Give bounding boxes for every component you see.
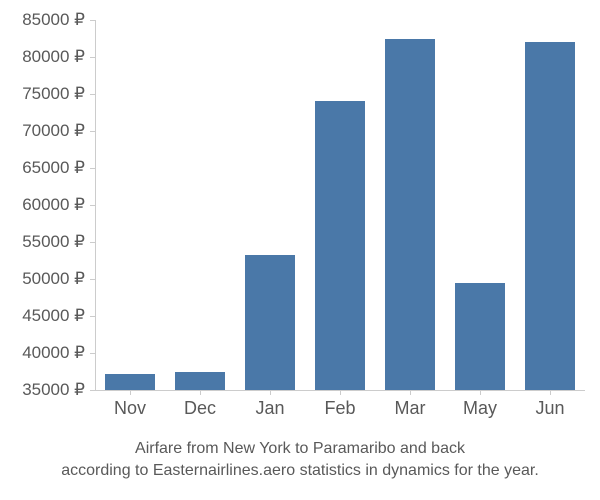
x-tick — [340, 390, 341, 395]
y-tick-label: 60000 ₽ — [22, 195, 85, 215]
y-tick — [90, 168, 95, 169]
y-tick — [90, 279, 95, 280]
bar — [525, 42, 575, 390]
y-tick — [90, 242, 95, 243]
bar-group — [515, 20, 585, 390]
x-tick — [480, 390, 481, 395]
x-tick-label: Jun — [515, 398, 585, 419]
y-tick-label: 85000 ₽ — [22, 10, 85, 30]
x-tick — [130, 390, 131, 395]
bar-group — [95, 20, 165, 390]
bar — [175, 372, 225, 390]
y-tick — [90, 57, 95, 58]
y-axis-labels: 35000 ₽40000 ₽45000 ₽50000 ₽55000 ₽60000… — [0, 20, 90, 390]
x-tick-label: Nov — [95, 398, 165, 419]
airfare-chart: 35000 ₽ 40000 ₽ 45000 ₽ 50000 ₽ 55000 ₽ 60000… — [0, 0, 600, 500]
y-tick — [90, 205, 95, 206]
bar-group — [165, 20, 235, 390]
y-tick-label: 50000 ₽ — [22, 269, 85, 289]
bar — [105, 374, 155, 390]
y-tick-label: 80000 ₽ — [22, 47, 85, 67]
x-tick-label: Jan — [235, 398, 305, 419]
y-tick-label: 55000 ₽ — [22, 232, 85, 252]
bar-group — [305, 20, 375, 390]
x-tick-label: Dec — [165, 398, 235, 419]
y-tick — [90, 353, 95, 354]
y-tick-label: 75000 ₽ — [22, 84, 85, 104]
bar-group — [375, 20, 445, 390]
y-tick — [90, 390, 95, 391]
bar — [385, 39, 435, 391]
bar — [245, 255, 295, 390]
y-tick — [90, 316, 95, 317]
y-tick — [90, 94, 95, 95]
x-tick — [550, 390, 551, 395]
x-tick-label: May — [445, 398, 515, 419]
y-tick — [90, 20, 95, 21]
y-tick-label: 45000 ₽ — [22, 306, 85, 326]
x-tick — [270, 390, 271, 395]
bar — [455, 283, 505, 390]
caption-line-2: according to Easternairlines.aero statis… — [61, 462, 539, 479]
y-tick-label: 40000 ₽ — [22, 343, 85, 363]
bar-group — [235, 20, 305, 390]
x-axis-labels: NovDecJanFebMarMayJun — [95, 398, 585, 419]
chart-caption: Airfare from New York to Paramaribo and … — [0, 438, 600, 481]
bars-container — [95, 20, 585, 390]
y-tick-label: 70000 ₽ — [22, 121, 85, 141]
plot-area — [95, 20, 585, 390]
y-tick-label: 35000 ₽ — [22, 380, 85, 400]
x-tick-label: Mar — [375, 398, 445, 419]
y-tick-label: 65000 ₽ — [22, 158, 85, 178]
y-tick — [90, 131, 95, 132]
caption-line-1: Airfare from New York to Paramaribo and … — [135, 440, 465, 457]
bar-group — [445, 20, 515, 390]
x-tick — [410, 390, 411, 395]
x-tick-label: Feb — [305, 398, 375, 419]
bar — [315, 101, 365, 390]
x-tick — [200, 390, 201, 395]
